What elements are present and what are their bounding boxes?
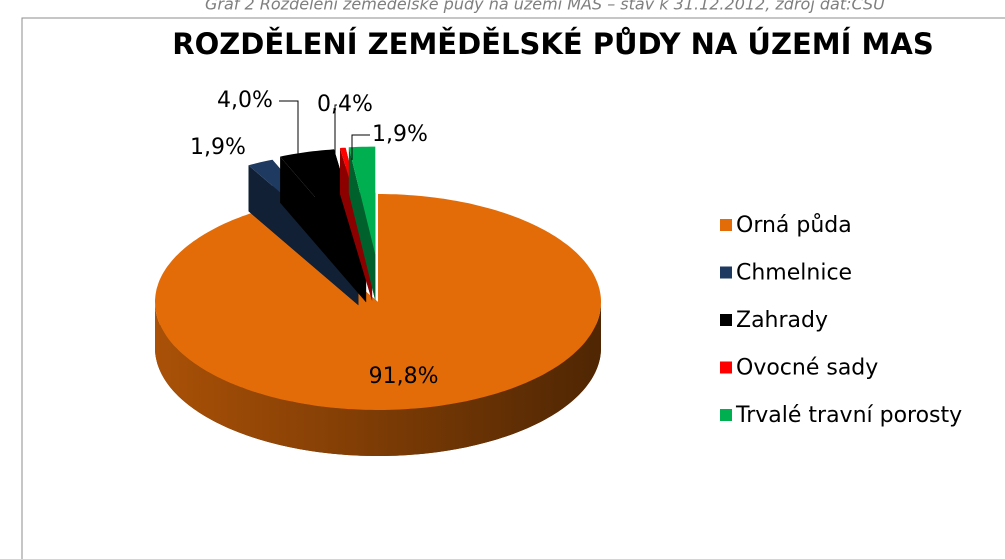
legend-label: Orná půda — [736, 213, 852, 238]
pie-slice — [348, 146, 376, 255]
data-label: 91,8% — [369, 364, 439, 389]
legend-swatch — [720, 409, 732, 421]
legend-swatch — [720, 266, 732, 279]
legend-swatch — [720, 219, 732, 231]
data-label: 4,0% — [217, 88, 273, 113]
data-label: 1,9% — [190, 135, 246, 160]
leader-line — [351, 134, 370, 160]
legend-label: Zahrady — [736, 308, 828, 333]
legend-label: Trvalé travní porosty — [735, 403, 962, 428]
chart-title: ROZDĚLENÍ ZEMĚDĚLSKÉ PŮDY NA ÚZEMÍ MAS — [172, 27, 933, 61]
data-label: 0,4% — [317, 92, 373, 117]
legend-label: Chmelnice — [736, 261, 852, 286]
data-label: 1,9% — [372, 122, 428, 147]
legend-label: Ovocné sady — [736, 356, 878, 381]
legend-swatch — [720, 314, 732, 326]
pie-slice-3d — [348, 146, 376, 301]
pie-slice-3d — [155, 194, 601, 456]
leader-line — [334, 104, 337, 160]
caption: Graf 2 Rozdělení zemědělské půdy na územ… — [205, 0, 885, 14]
pie-slice — [155, 194, 601, 410]
legend-swatch — [720, 361, 732, 374]
leader-line — [279, 100, 299, 165]
slice-side — [155, 302, 601, 456]
pie-slice — [280, 149, 367, 257]
slice-wall — [348, 147, 376, 301]
slice-wall — [280, 156, 367, 303]
